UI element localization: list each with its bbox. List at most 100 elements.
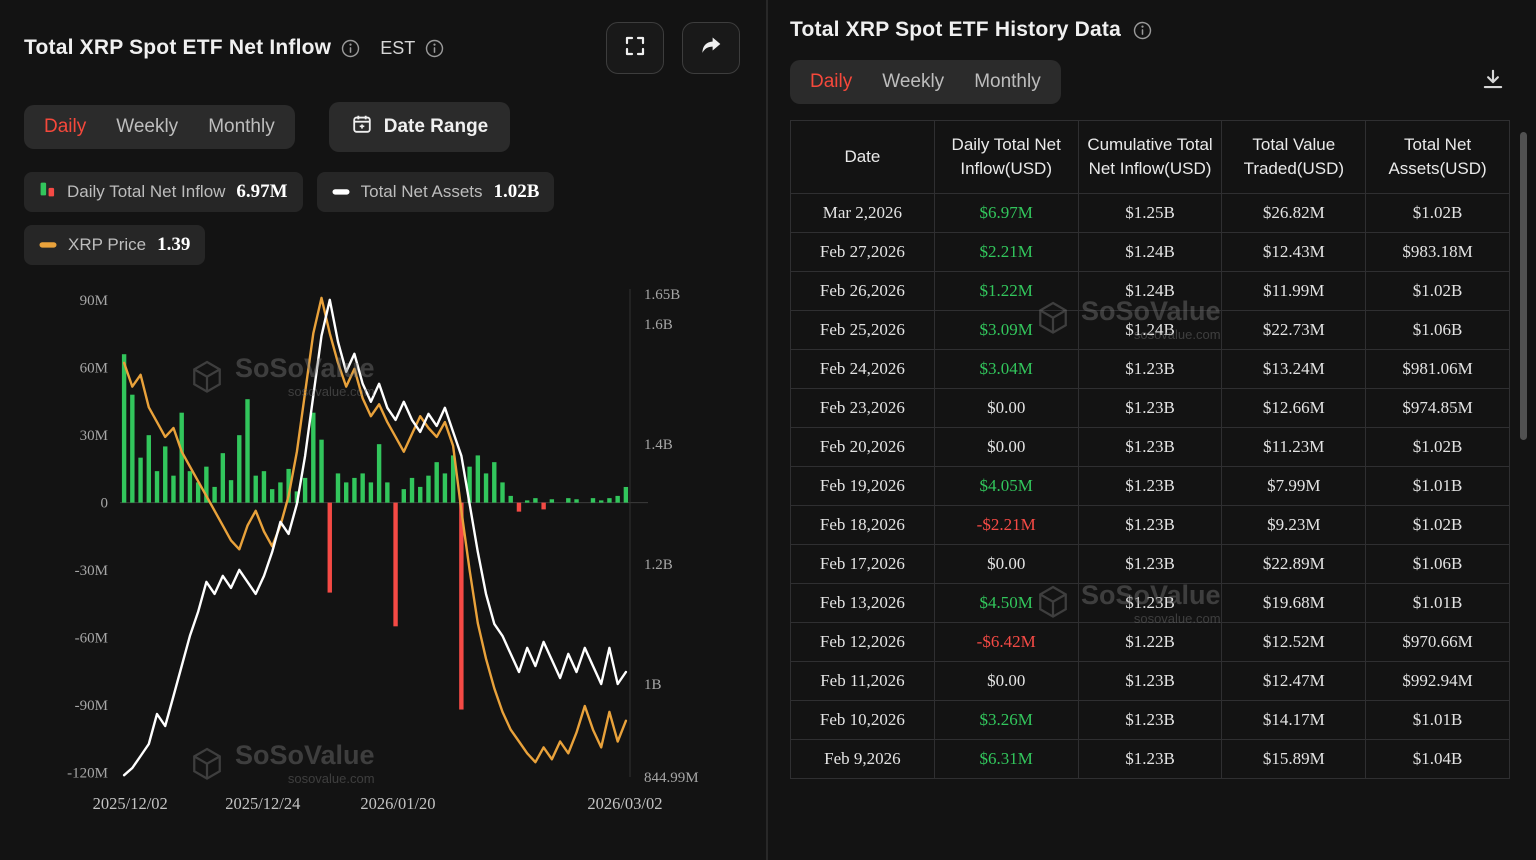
tab-daily[interactable]: Daily — [44, 116, 86, 138]
calendar-icon — [351, 113, 373, 141]
cell-inflow: $4.50M — [934, 584, 1078, 623]
col-header-value-traded: Total Value Traded(USD) — [1222, 121, 1366, 194]
tab-monthly[interactable]: Monthly — [208, 116, 275, 138]
table-row: Feb 12,2026-$6.42M$1.22B$12.52M$970.66M — [791, 623, 1510, 662]
chart-period-tabs: Daily Weekly Monthly — [24, 105, 295, 149]
cell-date: Feb 12,2026 — [791, 623, 935, 662]
cell-cumulative: $1.24B — [1078, 272, 1222, 311]
svg-text:1.65B: 1.65B — [644, 287, 680, 303]
cell-date: Feb 18,2026 — [791, 506, 935, 545]
cell-assets: $1.02B — [1366, 194, 1510, 233]
cell-traded: $22.89M — [1222, 545, 1366, 584]
cell-traded: $12.43M — [1222, 233, 1366, 272]
cell-cumulative: $1.23B — [1078, 467, 1222, 506]
cell-date: Feb 24,2026 — [791, 350, 935, 389]
cell-inflow: $0.00 — [934, 389, 1078, 428]
table-row: Feb 13,2026$4.50M$1.23B$19.68M$1.01B — [791, 584, 1510, 623]
table-row: Feb 11,2026$0.00$1.23B$12.47M$992.94M — [791, 662, 1510, 701]
cell-assets: $1.01B — [1366, 467, 1510, 506]
history-table-body: Mar 2,2026$6.97M$1.25B$26.82M$1.02BFeb 2… — [791, 194, 1510, 779]
cell-date: Feb 17,2026 — [791, 545, 935, 584]
download-button[interactable] — [1480, 67, 1506, 98]
cell-cumulative: $1.23B — [1078, 428, 1222, 467]
cell-assets: $1.06B — [1366, 545, 1510, 584]
svg-text:1.6B: 1.6B — [644, 317, 673, 333]
cell-assets: $1.02B — [1366, 428, 1510, 467]
svg-text:2025/12/24: 2025/12/24 — [225, 794, 300, 813]
history-period-tabs: Daily Weekly Monthly — [790, 60, 1061, 104]
table-row: Feb 17,2026$0.00$1.23B$22.89M$1.06B — [791, 545, 1510, 584]
table-row: Feb 27,2026$2.21M$1.24B$12.43M$983.18M — [791, 233, 1510, 272]
date-range-button[interactable]: Date Range — [329, 102, 511, 152]
cell-assets: $970.66M — [1366, 623, 1510, 662]
svg-text:-30M: -30M — [75, 563, 108, 579]
chart-panel-title: Total XRP Spot ETF Net Inflow — [24, 36, 331, 60]
chart-header-actions — [606, 22, 740, 74]
chart-controls: Daily Weekly Monthly Date Range — [24, 102, 766, 152]
share-button[interactable] — [682, 22, 740, 74]
info-icon[interactable] — [425, 39, 444, 58]
tab-daily[interactable]: Daily — [810, 71, 852, 93]
table-row: Feb 10,2026$3.26M$1.23B$14.17M$1.01B — [791, 701, 1510, 740]
svg-text:-90M: -90M — [75, 698, 108, 714]
info-icon[interactable] — [341, 39, 360, 58]
cell-cumulative: $1.24B — [1078, 233, 1222, 272]
history-panel-title: Total XRP Spot ETF History Data — [790, 18, 1121, 42]
cell-assets: $1.06B — [1366, 311, 1510, 350]
est-timezone-label: EST — [380, 38, 415, 59]
table-row: Feb 9,2026$6.31M$1.23B$15.89M$1.04B — [791, 740, 1510, 779]
history-table-wrap: Date Daily Total Net Inflow(USD) Cumulat… — [790, 120, 1510, 779]
legend-label: Total Net Assets — [361, 182, 483, 202]
cell-traded: $26.82M — [1222, 194, 1366, 233]
history-data-panel: Total XRP Spot ETF History Data Daily We… — [768, 0, 1536, 860]
cell-assets: $1.01B — [1366, 701, 1510, 740]
share-icon — [698, 33, 724, 64]
cell-inflow: $4.05M — [934, 467, 1078, 506]
legend-daily-net-inflow[interactable]: Daily Total Net Inflow 6.97M — [24, 172, 303, 212]
table-row: Feb 26,2026$1.22M$1.24B$11.99M$1.02B — [791, 272, 1510, 311]
cell-inflow: -$6.42M — [934, 623, 1078, 662]
cell-date: Feb 20,2026 — [791, 428, 935, 467]
svg-text:2025/12/02: 2025/12/02 — [93, 794, 168, 813]
info-icon[interactable] — [1133, 21, 1152, 40]
cell-traded: $19.68M — [1222, 584, 1366, 623]
tab-weekly[interactable]: Weekly — [882, 71, 944, 93]
cell-assets: $974.85M — [1366, 389, 1510, 428]
svg-text:1.4B: 1.4B — [644, 437, 673, 453]
cell-assets: $983.18M — [1366, 233, 1510, 272]
table-row: Mar 2,2026$6.97M$1.25B$26.82M$1.02B — [791, 194, 1510, 233]
table-row: Feb 24,2026$3.04M$1.23B$13.24M$981.06M — [791, 350, 1510, 389]
cell-cumulative: $1.23B — [1078, 350, 1222, 389]
tab-monthly[interactable]: Monthly — [974, 71, 1041, 93]
cell-assets: $1.04B — [1366, 740, 1510, 779]
cell-inflow: -$2.21M — [934, 506, 1078, 545]
cell-inflow: $2.21M — [934, 233, 1078, 272]
fullscreen-button[interactable] — [606, 22, 664, 74]
cell-date: Feb 27,2026 — [791, 233, 935, 272]
svg-text:60M: 60M — [80, 361, 108, 377]
tab-weekly[interactable]: Weekly — [116, 116, 178, 138]
cell-inflow: $3.09M — [934, 311, 1078, 350]
svg-text:-60M: -60M — [75, 631, 108, 647]
table-header-row: Date Daily Total Net Inflow(USD) Cumulat… — [791, 121, 1510, 194]
legend-total-net-assets[interactable]: Total Net Assets 1.02B — [317, 172, 555, 212]
net-inflow-combo-chart[interactable]: 90M60M30M0-30M-60M-90M-120M1.65B1.6B1.4B… — [24, 277, 764, 829]
cell-inflow: $3.04M — [934, 350, 1078, 389]
date-range-label: Date Range — [384, 116, 489, 138]
cell-traded: $15.89M — [1222, 740, 1366, 779]
cell-inflow: $1.22M — [934, 272, 1078, 311]
legend-xrp-price[interactable]: XRP Price 1.39 — [24, 225, 205, 265]
legend-label: Daily Total Net Inflow — [67, 182, 225, 202]
download-icon — [1480, 67, 1506, 98]
cell-assets: $1.02B — [1366, 272, 1510, 311]
table-row: Feb 19,2026$4.05M$1.23B$7.99M$1.01B — [791, 467, 1510, 506]
history-table: Date Daily Total Net Inflow(USD) Cumulat… — [790, 120, 1510, 779]
col-header-date: Date — [791, 121, 935, 194]
cell-assets: $1.01B — [1366, 584, 1510, 623]
cell-traded: $12.52M — [1222, 623, 1366, 662]
cell-cumulative: $1.24B — [1078, 311, 1222, 350]
sosovalue-dashboard: Total XRP Spot ETF Net Inflow EST — [0, 0, 1536, 860]
cell-date: Feb 9,2026 — [791, 740, 935, 779]
cell-cumulative: $1.23B — [1078, 662, 1222, 701]
table-scrollbar[interactable] — [1520, 132, 1527, 440]
